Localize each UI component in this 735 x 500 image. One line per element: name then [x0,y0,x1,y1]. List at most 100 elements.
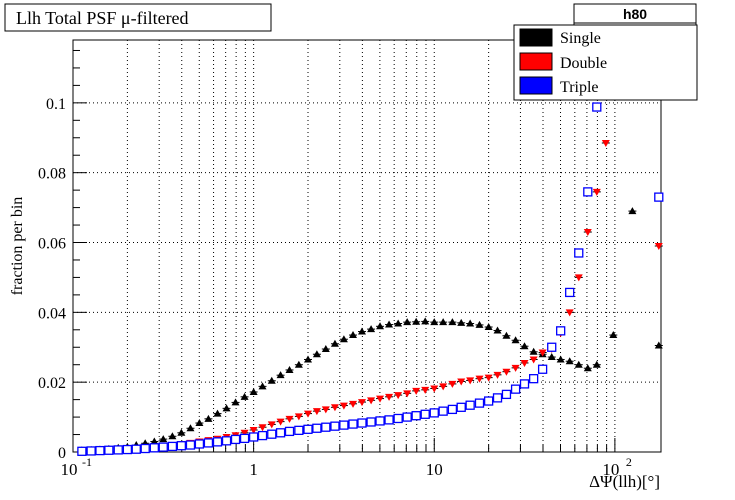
data-point [375,416,385,426]
data-point [403,390,412,398]
y-tick-label: 0.1 [46,96,66,113]
chart-title: Llh Total PSF μ-filtered [16,8,189,28]
data-point [357,327,366,335]
data-point [95,445,105,456]
data-point [537,364,548,374]
data-point [474,398,485,408]
data-point [213,409,222,417]
data-point [385,393,394,401]
data-point [240,429,249,437]
data-point [258,424,267,432]
data-point [394,392,403,400]
data-point [339,420,349,430]
data-point [556,326,566,336]
data-point [456,402,466,412]
data-point [294,360,303,368]
data-point [330,404,339,412]
data-point [438,406,448,416]
x-tick-label: 1 [249,460,258,479]
data-point [421,317,430,325]
data-point [366,417,376,427]
y-tick-label: 0.02 [38,375,66,392]
data-point [547,353,556,361]
data-point [492,393,503,403]
data-point [285,365,294,373]
data-point [529,356,538,364]
y-tick-labels: 0 0.02 0.04 0.06 0.08 0.1 [38,96,66,462]
data-point [394,319,403,327]
data-point [538,349,547,357]
data-point [339,335,348,343]
data-point [574,248,584,258]
data-point [186,424,195,432]
data-point [466,377,475,385]
x-tick-label: 10 [602,460,619,479]
data-point [393,413,403,424]
data-point [177,428,186,436]
data-point [312,350,321,358]
data-point [150,437,159,445]
data-point [248,432,259,442]
data-point [158,442,168,452]
data-point [592,188,601,196]
data-point [276,418,285,426]
legend-swatch-triple [519,76,553,95]
data-point [457,318,466,326]
data-point [601,140,610,147]
data-point [466,319,475,327]
data-point [222,404,231,412]
data-point [140,443,150,454]
data-point [104,445,114,455]
data-point [330,339,339,347]
data-point [457,378,466,386]
x-tick-labels: 10 -1 1 10 10 2 [61,455,632,479]
data-point [149,443,159,453]
data-point [122,444,133,455]
data-point [385,320,394,328]
legend: Single Double Triple [513,24,698,101]
data-point [321,422,331,432]
data-point [330,421,340,431]
data-point [583,187,593,197]
y-axis-label: fraction per bin [9,197,26,296]
data-point [592,360,601,368]
data-points [77,84,664,456]
legend-label-double: Double [560,55,607,72]
data-point [519,379,530,389]
x-axis-label: ΔΨ(llh)[°] [589,472,660,491]
x-tick-label: 10 [61,460,78,479]
data-point [574,274,583,282]
data-point [430,385,439,393]
legend-label-triple: Triple [560,79,599,96]
data-point [475,320,484,328]
y-tick-label: 0.04 [38,305,66,322]
data-point [556,355,565,363]
data-point [565,309,574,317]
plot-frame [72,39,662,453]
y-tick-label: 0.06 [38,236,66,253]
data-point [654,192,664,202]
data-point [312,408,321,416]
data-point [312,423,322,433]
data-point [565,357,574,365]
legend-swatch-double [519,52,553,71]
x-tick-label: 10 [426,460,443,479]
data-point [448,380,457,388]
data-point [439,318,448,326]
data-point [348,419,358,429]
data-point [212,437,223,447]
data-point [321,406,330,414]
data-point [493,326,502,334]
data-point [304,355,313,363]
data-point [168,432,177,440]
data-point [267,421,276,429]
data-point [484,323,493,331]
data-point [284,426,295,437]
data-point [349,331,358,339]
data-point [501,389,512,400]
data-point [583,364,592,372]
data-point [367,325,376,333]
data-point [511,364,520,372]
data-point [529,347,538,355]
data-point [520,359,529,367]
